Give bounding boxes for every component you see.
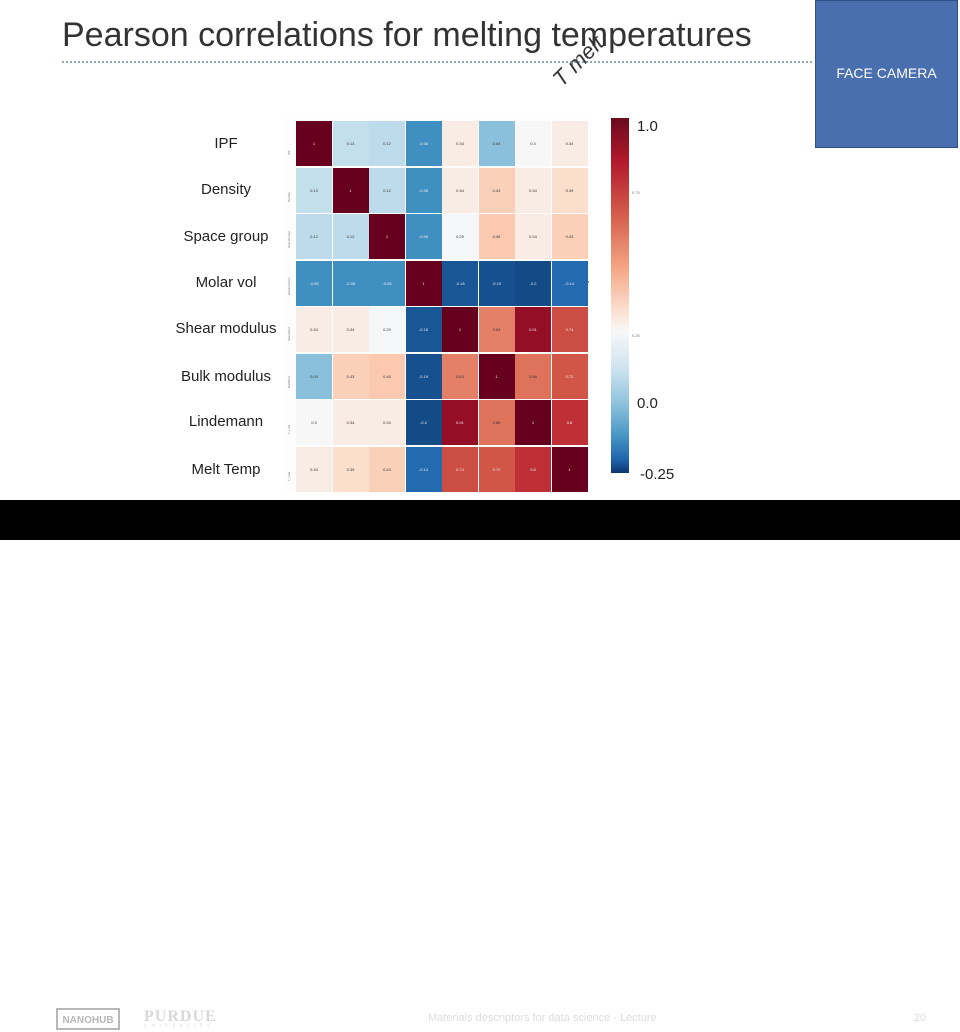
heatmap-cell: 0.91: [515, 307, 551, 352]
heatmap-cell: 0.43: [551, 214, 588, 259]
colorbar: [611, 118, 629, 473]
y-tick-label: SpaceGroup: [287, 231, 291, 248]
heatmap-cell: -0.2: [515, 260, 551, 306]
page-number: 20: [913, 1012, 927, 1024]
heatmap-cell: 0.91: [442, 400, 478, 445]
heatmap-cell: 0.12: [332, 214, 369, 259]
heatmap-cell: 0.39: [332, 446, 369, 492]
heatmap-cell: 1: [442, 307, 478, 352]
heatmap-cell: 0.34: [515, 167, 551, 213]
heatmap-cell: 0.43: [369, 446, 405, 492]
heatmap-cell: 0.43: [332, 353, 369, 399]
footer-course-text: Materials descriptors for data science -…: [428, 1012, 657, 1024]
heatmap-cell: -0.06: [369, 260, 405, 306]
heatmap-cell: 0.34: [369, 400, 405, 445]
heatmap-cell: 1: [369, 214, 405, 259]
heatmap-cell: 0.04: [296, 353, 332, 399]
heatmap-cell: 0.34: [442, 121, 478, 166]
heatmap-cell: 0.12: [369, 167, 405, 213]
face-camera-box: FACE CAMERA: [815, 0, 958, 148]
y-tick-label: BulkMod: [287, 375, 291, 388]
heatmap-cell: 0.63: [478, 307, 515, 352]
heatmap-cell: 0.72: [551, 353, 588, 399]
heatmap-cell: 0.34: [332, 400, 369, 445]
heatmap-cell: 0.34: [442, 167, 478, 213]
face-camera-label: FACE CAMERA: [836, 65, 937, 81]
feature-label-6: Lindemann: [188, 413, 264, 430]
heatmap-cell: -0.06: [332, 260, 369, 306]
heatmap-cell: 0.34: [515, 214, 551, 259]
heatmap-cell: -0.06: [405, 121, 442, 166]
heatmap-cell: 0.8: [551, 400, 588, 445]
heatmap-cell: -0.19: [405, 353, 442, 399]
heatmap-cell: 0.34: [296, 446, 332, 492]
heatmap-cell: 0.13: [296, 167, 332, 213]
heatmap-cell: 0.74: [551, 307, 588, 352]
heatmap-cell: 0.12: [296, 214, 332, 259]
feature-label-0: IPF: [214, 135, 238, 152]
heatmap-cell: 1: [551, 446, 588, 492]
heatmap-cell: 0.34: [296, 307, 332, 352]
heatmap-cell: 1: [296, 121, 332, 166]
slide-title: Pearson correlations for melting tempera…: [62, 16, 752, 54]
heatmap-cell: 0.39: [551, 167, 588, 213]
feature-label-5: Bulk modulus: [180, 368, 272, 385]
heatmap-cell: 0.13: [332, 121, 369, 166]
heatmap-cell: -0.14: [551, 260, 588, 306]
nanohub-logo: NANOHUB: [56, 1008, 120, 1030]
heatmap-cell: -0.18: [442, 260, 478, 306]
feature-label-7: Melt Temp: [191, 461, 261, 478]
y-tick-label: MolarVolume: [287, 276, 291, 295]
heatmap-cell: 0.72: [478, 446, 515, 492]
heatmap-cell: -0.14: [405, 446, 442, 492]
purdue-logo: PURDUE UNIVERSITY: [144, 1008, 217, 1029]
colorbar-max-label: 1.0: [637, 118, 658, 135]
heatmap-cell: 1: [332, 167, 369, 213]
heatmap-cell: -0.19: [478, 260, 515, 306]
purdue-subtitle: UNIVERSITY: [144, 1024, 214, 1029]
colorbar-zero-label: 0.0: [637, 395, 658, 412]
feature-label-3: Molar vol: [195, 274, 257, 291]
heatmap-cell: 0.45: [369, 353, 405, 399]
heatmap-cell: 0.45: [478, 214, 515, 259]
heatmap-cell: 0.63: [442, 353, 478, 399]
heatmap-cell: 1: [478, 353, 515, 399]
y-tick-label: T_Lind: [287, 424, 291, 434]
heatmap-cell: -0.06: [296, 260, 332, 306]
colorbar-min-label: -0.25: [640, 466, 675, 483]
colorbar-tick: 0.75: [632, 190, 640, 195]
colorbar-tick: 0.25: [632, 333, 640, 338]
y-tick-label: ShearMod: [287, 327, 291, 341]
heatmap-cell: 0.74: [442, 446, 478, 492]
heatmap-cell: 0.34: [332, 307, 369, 352]
y-tick-label: Density: [287, 191, 291, 202]
feature-label-2: Space group: [183, 228, 269, 245]
y-tick-label: IPF: [287, 150, 291, 155]
heatmap-cell: 0.34: [551, 121, 588, 166]
heatmap-cell: 0.29: [369, 307, 405, 352]
heatmap-cell: 0.12: [369, 121, 405, 166]
title-divider: [62, 61, 812, 63]
heatmap-cell: 0.3: [296, 400, 332, 445]
footer-bar: NANOHUB PURDUE UNIVERSITY Materials desc…: [0, 500, 960, 1030]
feature-label-4: Shear modulus: [175, 320, 277, 337]
purdue-wordmark: PURDUE: [144, 1008, 217, 1025]
heatmap-cell: 0.8: [515, 446, 551, 492]
heatmap-cell: -0.06: [405, 167, 442, 213]
heatmap-cell: 0.66: [478, 400, 515, 445]
heatmap-cell: 1: [515, 400, 551, 445]
heatmap-cell: 0.29: [442, 214, 478, 259]
heatmap-cell: -0.06: [405, 214, 442, 259]
heatmap-cell: -0.2: [405, 400, 442, 445]
feature-label-1: Density: [200, 181, 252, 198]
heatmap-cell: -0.18: [405, 307, 442, 352]
heatmap-cell: 1: [405, 260, 442, 306]
heatmap-cell: 0.66: [515, 353, 551, 399]
y-tick-label: T_melt: [287, 471, 291, 481]
heatmap-cell: 0.43: [478, 167, 515, 213]
heatmap-cell: 0.04: [478, 121, 515, 166]
heatmap-cell: 0.3: [515, 121, 551, 166]
